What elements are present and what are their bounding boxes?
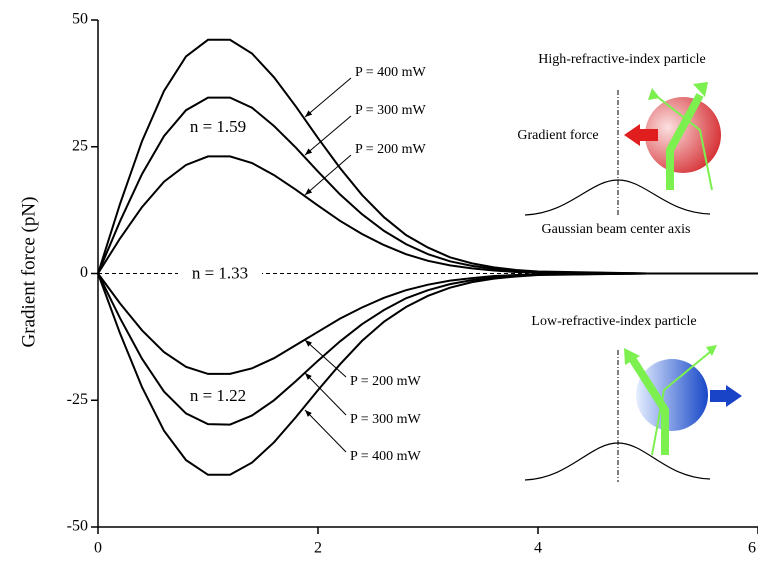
callout-arrow xyxy=(304,409,347,453)
series-label: P = 400 mW xyxy=(355,65,427,80)
series-label: P = 300 mW xyxy=(355,103,427,118)
callout-arrow xyxy=(304,372,347,416)
callout-arrow xyxy=(304,154,352,196)
series-line xyxy=(97,272,758,375)
annotation: High-refractive-index particle xyxy=(538,52,706,67)
series-label: P = 200 mW xyxy=(355,142,427,157)
series-line xyxy=(97,155,758,275)
annotation: Low-refractive-index particle xyxy=(531,314,696,329)
series-line xyxy=(97,96,758,275)
annotation: Gradient force xyxy=(517,128,598,143)
series-line xyxy=(97,272,758,476)
series-label: P = 400 mW xyxy=(350,449,422,464)
annotation: n = 1.59 xyxy=(190,117,246,136)
x-tick-label: 4 xyxy=(534,540,542,557)
series-line xyxy=(97,38,758,275)
label-bg xyxy=(178,263,262,284)
callout-arrow xyxy=(304,339,347,378)
x-tick-label: 2 xyxy=(314,540,322,557)
callout-arrow xyxy=(304,115,352,156)
series-label: n = 1.33 xyxy=(192,263,248,282)
series-label: P = 200 mW xyxy=(350,374,422,389)
y-tick-label: 25 xyxy=(72,137,88,154)
series-label: P = 300 mW xyxy=(350,412,422,427)
x-tick-label: 6 xyxy=(748,540,756,557)
callout-arrow xyxy=(304,77,352,118)
inset-low xyxy=(524,345,742,482)
y-tick-label: -25 xyxy=(67,391,88,408)
x-tick-label: 0 xyxy=(94,540,102,557)
y-tick-label: 50 xyxy=(72,11,88,28)
y-tick-label: -50 xyxy=(67,518,88,535)
y-axis-label: Gradient force (pN) xyxy=(18,197,39,348)
annotation: Gaussian beam center axis xyxy=(542,222,691,237)
y-tick-label: 0 xyxy=(80,264,88,281)
inset-high xyxy=(524,82,721,216)
annotation: n = 1.22 xyxy=(190,386,246,405)
